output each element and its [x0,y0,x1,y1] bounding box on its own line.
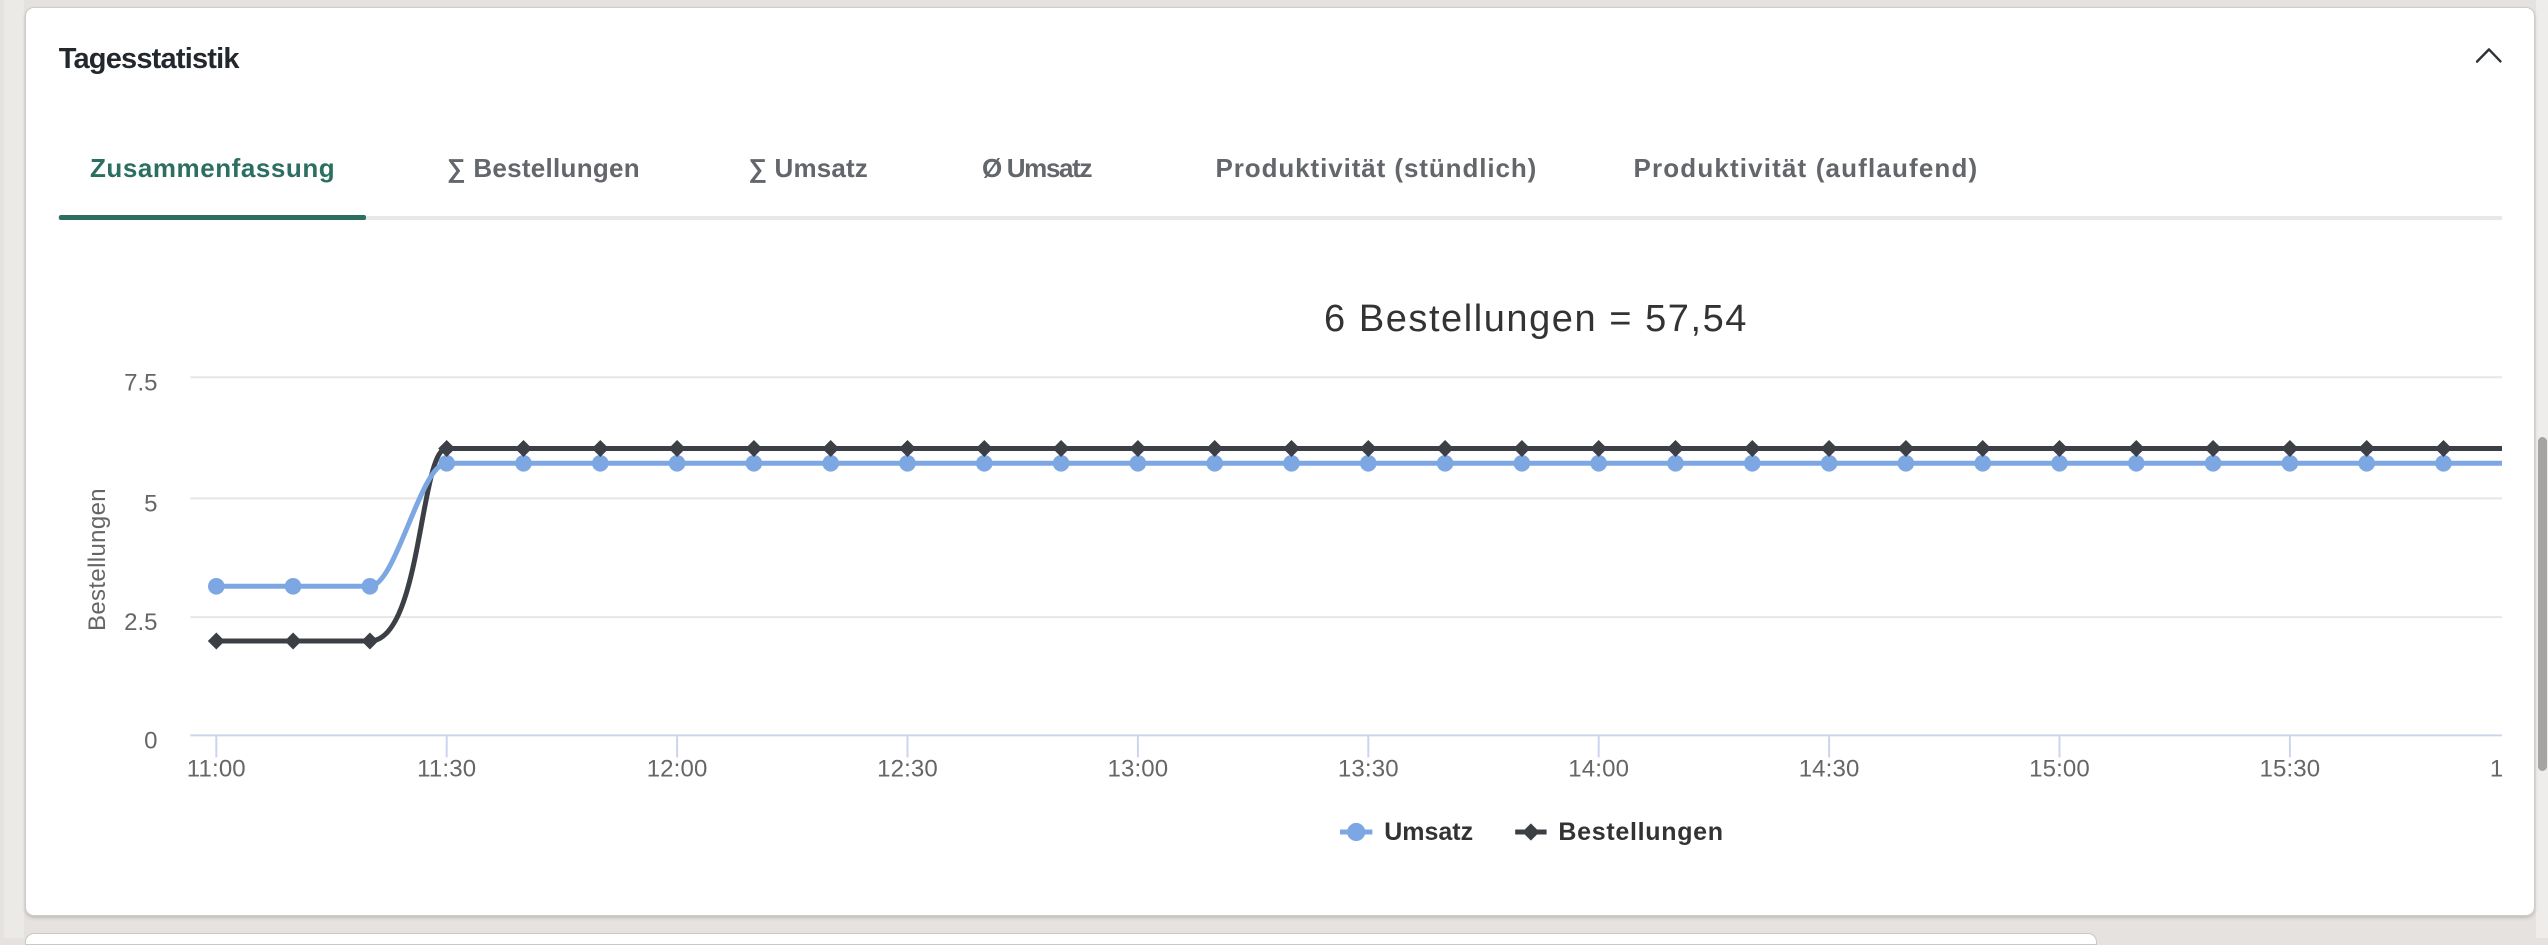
svg-text:Umsatz: Umsatz [1384,818,1473,846]
svg-text:13:30: 13:30 [1338,756,1399,783]
svg-text:14:00: 14:00 [1568,756,1629,783]
svg-text:Bestellungen: Bestellungen [1558,818,1723,846]
svg-text:11:30: 11:30 [417,756,476,783]
svg-text:16:00: 16:00 [2490,756,2502,783]
svg-text:12:00: 12:00 [647,756,708,783]
svg-text:11:00: 11:00 [187,756,246,783]
svg-text:0: 0 [144,727,157,754]
svg-text:13:00: 13:00 [1107,756,1168,783]
svg-text:5: 5 [144,490,157,517]
svg-text:Bestellungen: Bestellungen [84,488,111,631]
svg-text:15:00: 15:00 [2029,756,2090,783]
svg-text:2.5: 2.5 [124,609,157,636]
svg-text:12:30: 12:30 [877,756,938,783]
svg-text:15:30: 15:30 [2259,756,2320,783]
svg-text:7.5: 7.5 [124,369,157,396]
svg-text:6 Bestellungen = 57,54: 6 Bestellungen = 57,54 [1324,298,1748,340]
svg-text:14:30: 14:30 [1799,756,1860,783]
